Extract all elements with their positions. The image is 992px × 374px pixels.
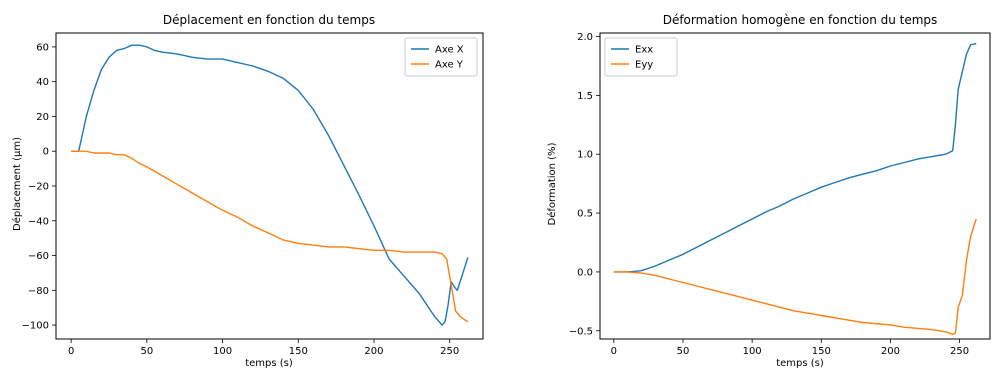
tick-group: 0 50 100 150 200 250 −100 −80 −60 −40 −20 0 20 40 60 xyxy=(22,42,460,357)
y-tick-label: 2.0 xyxy=(577,32,593,43)
legend-label: Axe X xyxy=(435,45,464,56)
y-tick-label: −80 xyxy=(28,286,49,297)
legend-label: Exx xyxy=(635,45,653,56)
chart-title: Déformation homogène en fonction du temp… xyxy=(663,13,938,27)
legend-label: Eyy xyxy=(635,60,653,71)
series-line-eyy xyxy=(613,218,977,335)
x-tick-label: 100 xyxy=(213,346,232,357)
x-tick-label: 200 xyxy=(364,346,383,357)
y-tick-label: 0.0 xyxy=(577,267,593,278)
x-tick-label: 100 xyxy=(743,346,762,357)
y-tick-label: 1.5 xyxy=(577,91,593,102)
x-axis-label: temps (s) xyxy=(776,358,824,369)
series-group xyxy=(613,42,977,335)
y-tick-label: −60 xyxy=(28,251,49,262)
series-group xyxy=(71,44,469,326)
strain-chart: Déformation homogène en fonction du temp… xyxy=(546,13,991,369)
displacement-chart: Déplacement en fonction du temps temps (… xyxy=(11,13,484,369)
legend: Exx Eyy xyxy=(604,37,678,77)
y-tick-label: 40 xyxy=(36,77,49,88)
legend-label: Axe Y xyxy=(435,60,464,71)
x-tick-label: 0 xyxy=(68,346,74,357)
x-tick-label: 150 xyxy=(812,346,831,357)
plot-frame xyxy=(599,32,991,340)
tick-group: 0 50 100 150 200 250 −0.5 0.0 0.5 1.0 1.5 2.0 xyxy=(569,32,969,357)
x-tick-label: 250 xyxy=(950,346,969,357)
y-tick-label: 60 xyxy=(36,42,49,53)
plot-frame xyxy=(55,32,484,340)
legend: Axe X Axe Y xyxy=(404,37,478,77)
y-tick-label: 1.0 xyxy=(577,150,593,161)
y-tick-label: 0 xyxy=(43,147,49,158)
x-tick-label: 0 xyxy=(611,346,617,357)
chart-title: Déplacement en fonction du temps xyxy=(163,13,375,27)
legend-box xyxy=(404,37,478,77)
legend-box xyxy=(604,37,678,77)
x-tick-label: 200 xyxy=(881,346,900,357)
y-tick-label: 0.5 xyxy=(577,209,593,220)
y-tick-label: −40 xyxy=(28,216,49,227)
x-tick-label: 250 xyxy=(440,346,459,357)
x-tick-label: 150 xyxy=(289,346,308,357)
y-tick-label: −0.5 xyxy=(569,326,593,337)
y-tick-label: 20 xyxy=(36,112,49,123)
series-line-axe-x xyxy=(71,44,469,326)
x-tick-label: 50 xyxy=(140,346,153,357)
y-tick-label: −20 xyxy=(28,182,49,193)
x-axis-label: temps (s) xyxy=(245,358,293,369)
y-axis-label: Déformation (%) xyxy=(546,142,558,225)
y-axis-label: Déplacement (µm) xyxy=(11,137,23,231)
x-tick-label: 50 xyxy=(677,346,690,357)
y-tick-label: −100 xyxy=(22,321,49,332)
series-line-exx xyxy=(613,42,977,273)
series-line-axe-y xyxy=(71,150,469,323)
